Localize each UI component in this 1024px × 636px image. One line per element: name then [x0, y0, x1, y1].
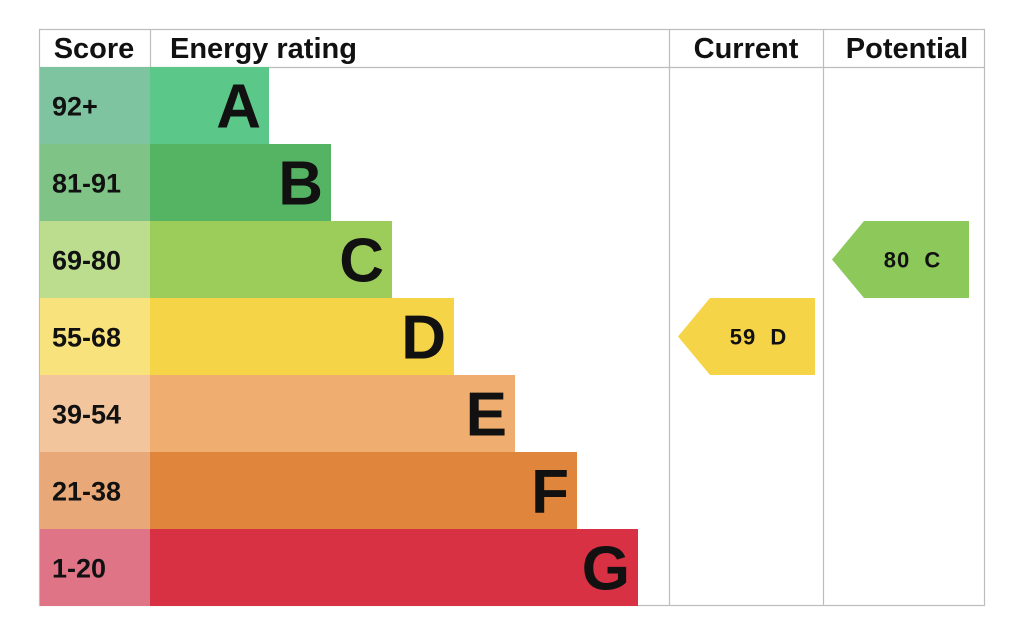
- band-letter-d: D: [401, 304, 446, 373]
- rating-bands: 92+ A 81-91 B 69-80 C 55-68 D 39-54 E 21-38 F 1-20 G: [40, 67, 638, 606]
- potential-rating-label: 80 C: [884, 248, 942, 273]
- band-bar-c: [150, 221, 392, 298]
- band-letter-f: F: [531, 458, 569, 527]
- band-bar-d: [150, 298, 454, 375]
- band-letter-c: C: [339, 227, 384, 296]
- score-cell-a: [40, 67, 150, 144]
- current-rating-label: 59 D: [730, 325, 788, 350]
- score-cell-g: [40, 529, 150, 606]
- header-energy-rating: Energy rating: [170, 33, 357, 65]
- potential-rating-arrow: [832, 221, 969, 298]
- band-letter-a: A: [216, 73, 261, 142]
- header-potential: Potential: [846, 33, 968, 65]
- header-score: Score: [54, 33, 135, 65]
- band-bar-g: [150, 529, 638, 606]
- band-bar-f: [150, 452, 577, 529]
- band-letter-b: B: [278, 150, 323, 219]
- score-range-g: 1-20: [52, 554, 106, 584]
- score-cell-d: [40, 298, 150, 375]
- score-range-d: 55-68: [52, 323, 121, 353]
- header-current: Current: [694, 33, 799, 65]
- score-range-c: 69-80: [52, 246, 121, 276]
- band-bar-a: [150, 67, 269, 144]
- band-letter-g: G: [582, 535, 630, 604]
- score-range-b: 81-91: [52, 169, 121, 199]
- score-cell-e: [40, 375, 150, 452]
- score-range-a: 92+: [52, 92, 98, 122]
- score-range-f: 21-38: [52, 477, 121, 507]
- score-cell-b: [40, 144, 150, 221]
- current-rating-arrow: [678, 298, 815, 375]
- score-cell-f: [40, 452, 150, 529]
- score-range-e: 39-54: [52, 400, 121, 430]
- rating-arrows: 59 D 80 C: [678, 221, 969, 375]
- band-bar-e: [150, 375, 515, 452]
- band-bar-b: [150, 144, 331, 221]
- score-cell-c: [40, 221, 150, 298]
- band-letter-e: E: [466, 381, 507, 450]
